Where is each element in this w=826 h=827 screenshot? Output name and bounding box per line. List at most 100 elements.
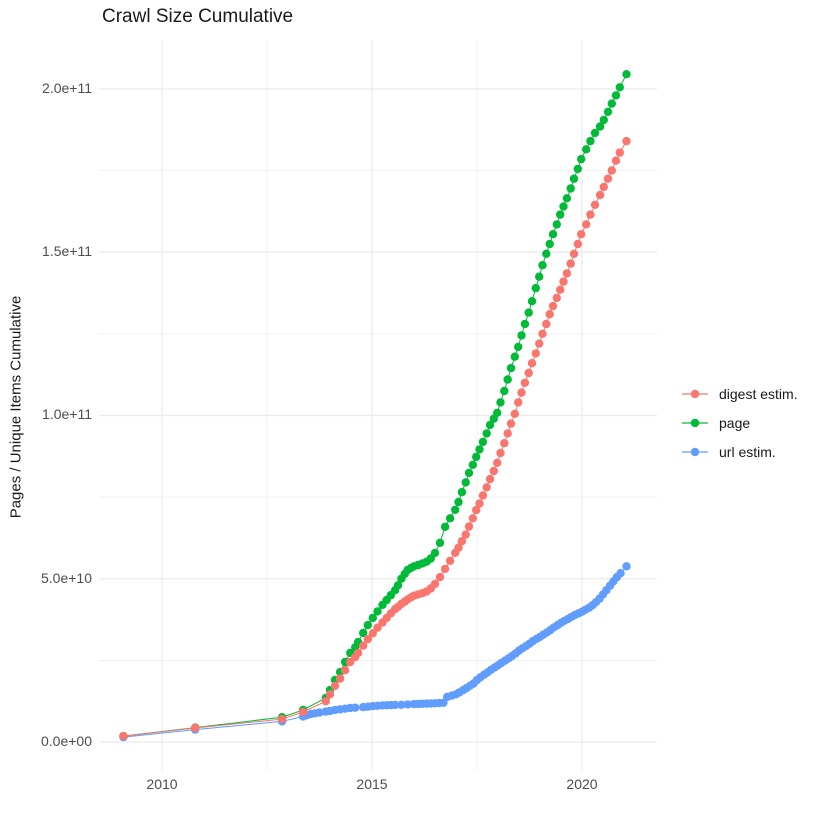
- data-point-digest-estim: [577, 230, 586, 239]
- data-point-digest-estim: [340, 666, 350, 675]
- data-point-digest-estim: [517, 388, 526, 397]
- data-point-digest-estim: [582, 220, 591, 229]
- data-point-page: [430, 548, 440, 558]
- data-point-digest-estim: [445, 556, 455, 565]
- legend-label-page: page: [719, 414, 751, 431]
- data-point-digest-estim: [464, 522, 474, 531]
- data-point-page: [454, 497, 463, 507]
- data-point-page: [368, 613, 377, 623]
- data-point-page: [393, 581, 403, 590]
- data-point-digest-estim: [520, 378, 530, 387]
- data-point-digest-estim: [353, 648, 363, 658]
- data-point-url-estim: [390, 700, 400, 710]
- data-point-url-estim: [616, 569, 625, 578]
- data-point-digest-estim: [485, 474, 495, 484]
- data-point-digest-estim: [373, 623, 382, 632]
- data-point-digest-estim: [330, 681, 340, 690]
- data-point-digest-estim: [191, 723, 200, 733]
- data-point-digest-estim: [599, 182, 608, 192]
- data-point-digest-estim: [622, 136, 631, 146]
- data-point-url-estim: [403, 700, 412, 709]
- data-point-page: [457, 488, 467, 497]
- data-point-digest-estim: [500, 439, 509, 448]
- data-point-digest-estim: [595, 190, 605, 200]
- data-point-page: [475, 445, 484, 454]
- data-point-digest-estim: [573, 239, 582, 249]
- data-point-url-estim: [622, 562, 631, 571]
- data-point-digest-estim: [615, 148, 624, 157]
- data-point-page: [569, 174, 579, 183]
- data-point-page: [482, 429, 491, 438]
- data-point-digest-estim: [542, 319, 551, 329]
- data-point-digest-estim: [363, 634, 372, 644]
- chart-title: Crawl Size Cumulative: [102, 6, 294, 27]
- data-point-digest-estim: [493, 458, 502, 467]
- data-point-digest-estim: [440, 564, 450, 574]
- data-point-page: [451, 505, 460, 514]
- data-point-digest-estim: [335, 674, 345, 683]
- data-point-page: [464, 468, 474, 478]
- data-point-page: [545, 239, 554, 249]
- data-point-digest-estim: [556, 285, 565, 294]
- data-point-digest-estim: [119, 731, 128, 741]
- y-tick-label: 1.5e+11: [42, 243, 92, 260]
- data-point-digest-estim: [531, 349, 540, 358]
- data-point-page: [517, 331, 526, 340]
- data-point-page: [514, 342, 523, 352]
- data-point-page: [363, 620, 372, 630]
- data-point-page: [472, 452, 481, 462]
- data-point-page: [478, 437, 488, 447]
- data-point-digest-estim: [454, 543, 463, 552]
- data-point-url-estim: [315, 708, 324, 717]
- data-point-page: [435, 538, 445, 547]
- legend-key-dot: [690, 418, 700, 427]
- data-point-page: [542, 249, 551, 258]
- data-point-digest-estim: [607, 166, 616, 175]
- data-point-digest-estim: [277, 714, 287, 724]
- data-point-page: [566, 184, 575, 193]
- y-tick-label: 2.0e+11: [42, 79, 92, 96]
- data-point-page: [582, 145, 591, 154]
- data-point-page: [493, 408, 502, 417]
- data-point-digest-estim: [468, 514, 477, 523]
- data-point-page: [496, 398, 505, 407]
- data-point-page: [559, 202, 568, 211]
- data-point-digest-estim: [461, 530, 470, 539]
- data-point-digest-estim: [603, 174, 613, 183]
- x-tick-label: 2010: [146, 776, 178, 792]
- data-point-digest-estim: [535, 339, 544, 348]
- data-point-page: [607, 99, 616, 108]
- data-point-page: [461, 478, 470, 487]
- legend-label-digest-estim: digest estim.: [719, 385, 798, 402]
- legend-item-url-estim: url estim.: [682, 437, 798, 466]
- data-point-page: [586, 136, 595, 146]
- data-point-digest-estim: [496, 448, 505, 458]
- data-point-digest-estim: [325, 690, 335, 699]
- legend-label-url-estim: url estim.: [719, 443, 776, 460]
- data-point-digest-estim: [566, 259, 575, 268]
- data-point-digest-estim: [569, 249, 579, 258]
- data-point-page: [503, 375, 512, 384]
- data-point-digest-estim: [482, 483, 491, 492]
- data-point-url-estim: [351, 703, 360, 712]
- data-point-page: [611, 91, 621, 100]
- data-point-page: [548, 230, 558, 239]
- data-point-page: [510, 352, 519, 361]
- data-point-page: [603, 107, 613, 117]
- data-point-digest-estim: [368, 629, 377, 638]
- data-point-digest-estim: [559, 277, 568, 286]
- data-point-url-estim: [397, 700, 406, 709]
- data-point-page: [622, 70, 631, 79]
- legend-item-digest-estim: digest estim.: [682, 379, 798, 408]
- y-tick-label: 1.0e+11: [42, 406, 92, 423]
- data-point-digest-estim: [524, 368, 533, 378]
- data-point-digest-estim: [552, 293, 561, 303]
- data-point-digest-estim: [472, 505, 481, 515]
- data-point-page: [373, 607, 382, 616]
- legend-item-page: page: [682, 408, 798, 437]
- data-point-digest-estim: [478, 491, 488, 500]
- legend-key-dot: [690, 389, 700, 398]
- y-tick-label: 5.0e+10: [41, 569, 92, 586]
- legend-key-icon-url-estim: [682, 447, 708, 456]
